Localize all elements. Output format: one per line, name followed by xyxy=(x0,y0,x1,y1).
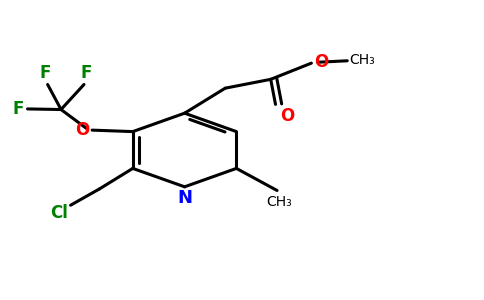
Text: N: N xyxy=(177,189,192,207)
Text: O: O xyxy=(76,121,90,139)
Text: O: O xyxy=(314,53,328,71)
Text: Cl: Cl xyxy=(50,204,68,222)
Text: F: F xyxy=(40,64,51,82)
Text: F: F xyxy=(81,64,92,82)
Text: O: O xyxy=(280,107,295,125)
Text: F: F xyxy=(12,100,24,118)
Text: CH₃: CH₃ xyxy=(349,53,376,67)
Text: CH₃: CH₃ xyxy=(267,195,292,209)
